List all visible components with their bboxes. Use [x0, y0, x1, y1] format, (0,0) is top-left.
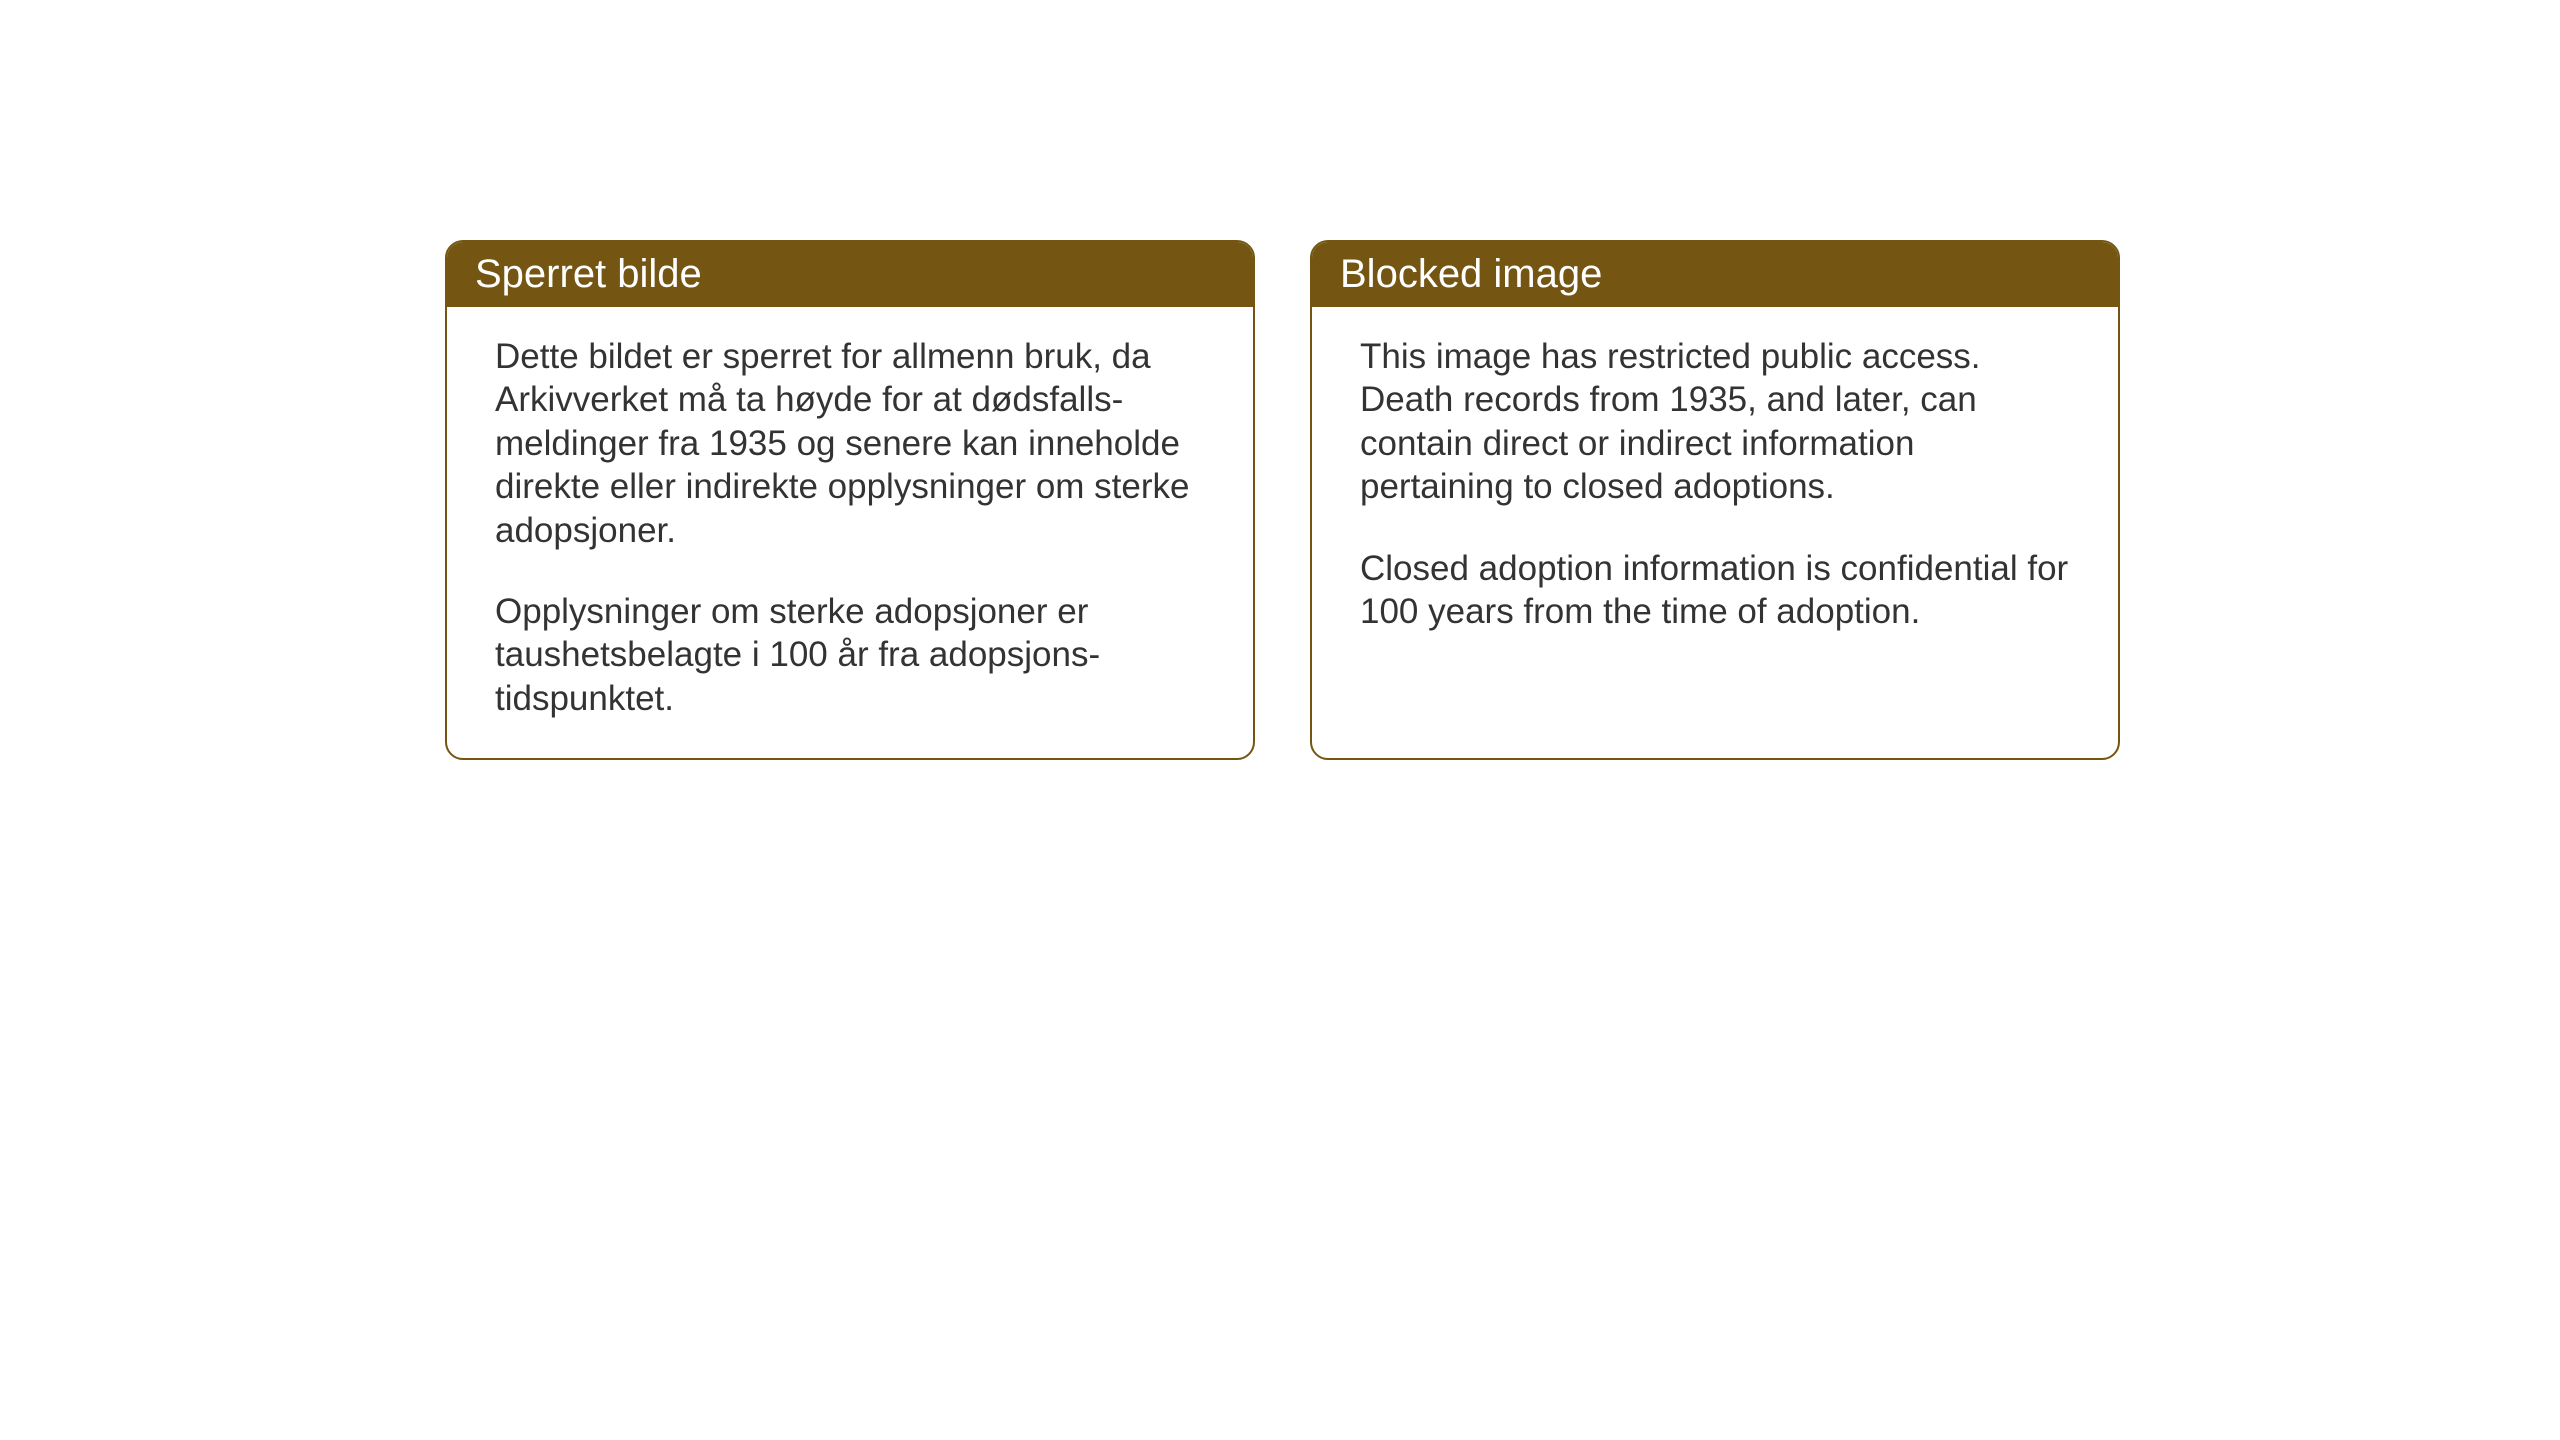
notice-paragraph-1-norwegian: Dette bildet er sperret for allmenn bruk…	[495, 335, 1205, 552]
notice-box-norwegian: Sperret bilde Dette bildet er sperret fo…	[445, 240, 1255, 760]
notice-container: Sperret bilde Dette bildet er sperret fo…	[445, 240, 2120, 760]
notice-body-norwegian: Dette bildet er sperret for allmenn bruk…	[447, 307, 1253, 758]
notice-header-english: Blocked image	[1312, 242, 2118, 307]
notice-header-norwegian: Sperret bilde	[447, 242, 1253, 307]
notice-paragraph-2-norwegian: Opplysninger om sterke adopsjoner er tau…	[495, 590, 1205, 720]
notice-box-english: Blocked image This image has restricted …	[1310, 240, 2120, 760]
notice-paragraph-1-english: This image has restricted public access.…	[1360, 335, 2070, 509]
notice-body-english: This image has restricted public access.…	[1312, 307, 2118, 671]
notice-paragraph-2-english: Closed adoption information is confident…	[1360, 547, 2070, 634]
